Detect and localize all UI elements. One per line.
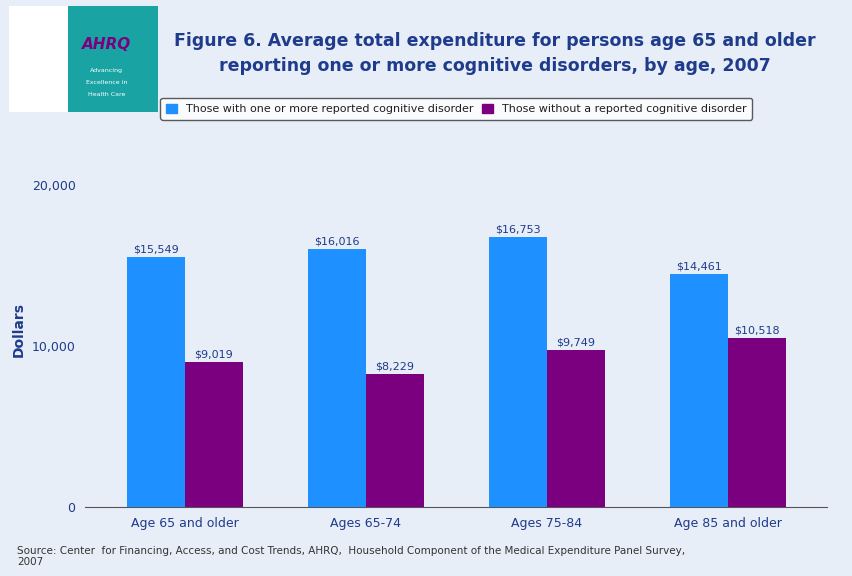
Bar <box>185 362 243 507</box>
Bar <box>669 274 727 507</box>
Text: $8,229: $8,229 <box>375 362 414 372</box>
Bar <box>308 249 366 507</box>
Bar <box>488 237 546 507</box>
Text: AHRQ: AHRQ <box>82 37 131 52</box>
Text: $9,749: $9,749 <box>556 338 595 347</box>
Text: Advancing: Advancing <box>90 69 123 73</box>
Text: $14,461: $14,461 <box>676 262 721 272</box>
Text: $16,753: $16,753 <box>494 225 540 234</box>
FancyBboxPatch shape <box>9 6 158 112</box>
Bar <box>546 350 604 507</box>
Text: Health Care: Health Care <box>88 92 125 97</box>
Bar <box>127 256 185 507</box>
Text: $16,016: $16,016 <box>314 237 360 247</box>
Text: Excellence in: Excellence in <box>86 80 127 85</box>
Text: $15,549: $15,549 <box>133 244 179 254</box>
FancyBboxPatch shape <box>9 6 68 112</box>
Text: $9,019: $9,019 <box>194 349 233 359</box>
Bar <box>366 374 423 507</box>
Legend: Those with one or more reported cognitive disorder, Those without a reported cog: Those with one or more reported cognitiv… <box>160 98 751 120</box>
Text: Source: Center  for Financing, Access, and Cost Trends, AHRQ,  Household Compone: Source: Center for Financing, Access, an… <box>17 546 684 567</box>
Text: Figure 6. Average total expenditure for persons age 65 and older
reporting one o: Figure 6. Average total expenditure for … <box>174 32 815 75</box>
Y-axis label: Dollars: Dollars <box>12 302 26 357</box>
Text: $10,518: $10,518 <box>734 325 779 335</box>
Bar <box>727 338 785 507</box>
